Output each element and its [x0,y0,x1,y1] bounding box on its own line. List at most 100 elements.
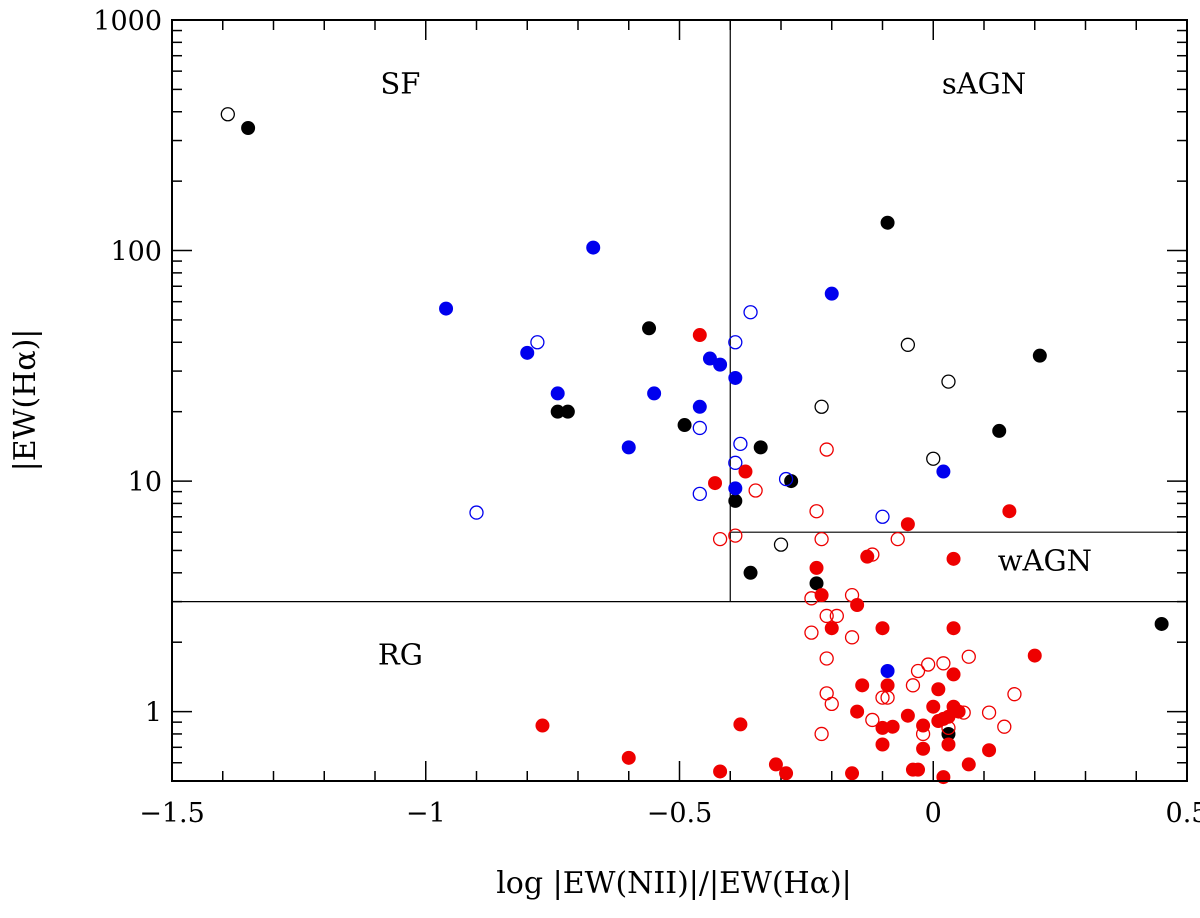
data-point [692,399,707,414]
data-point [885,719,900,734]
data-point [982,743,997,758]
data-point [713,357,728,372]
data-point [733,436,748,452]
data-point [647,386,662,401]
data-point [773,537,789,552]
data-point [1007,687,1022,702]
data-point [728,370,743,385]
data-point [931,682,946,697]
data-point [1154,616,1169,631]
data-point [997,719,1012,734]
data-point [992,423,1007,438]
region-labels: SF sAGN wAGN RG [378,66,1092,671]
data-point [850,704,865,719]
data-point [738,464,753,479]
data-point [642,321,657,336]
data-point [814,399,829,414]
axis-ticks [171,19,1188,782]
data-point [692,328,707,343]
data-point [941,374,956,389]
data-point [981,705,997,720]
data-point [560,404,575,419]
data-point [844,587,860,603]
data-point [936,656,951,671]
data-point [804,591,819,606]
x-tick-label: 0 [925,798,942,829]
data-point [946,667,961,682]
data-point [520,345,535,360]
data-point [900,517,915,532]
data-point [713,764,728,779]
data-point [621,440,636,455]
data-point [241,121,256,136]
data-point [621,750,636,765]
data-point [1002,504,1017,519]
data-point [728,335,743,350]
data-point [708,476,723,491]
region-label: SF [380,66,420,100]
data-point [728,455,743,470]
data-point [748,483,763,498]
data-point [728,481,743,496]
data-point [845,766,860,781]
data-point [728,493,743,508]
data-point [900,337,916,352]
data-point [951,704,966,719]
data-point [875,690,890,705]
data-point [814,726,829,742]
data-point [768,757,783,772]
data-point [961,757,976,772]
data-point [824,286,839,301]
region-label: RG [378,638,423,672]
data-point [535,718,550,733]
data-point [926,699,941,714]
data-point [926,451,941,466]
data-point [814,531,829,547]
data-point [844,630,860,645]
data-point [728,528,743,543]
data-point [753,440,768,455]
data-point [855,678,870,693]
region-label: wAGN [998,543,1092,577]
data-point [865,712,880,728]
data-point [778,471,794,487]
data-point [900,708,915,723]
data-point [915,726,931,742]
data-point [804,625,819,640]
data-points [220,107,1169,785]
y-tick-label: 10 [128,467,162,498]
x-tick-label: −1.5 [139,798,205,829]
data-point [941,737,956,752]
y-tick-label: 100 [110,237,162,268]
data-point [956,705,971,720]
data-point [809,576,824,591]
data-point [743,305,758,320]
data-point [936,464,951,479]
data-point [733,717,748,732]
data-point [880,678,895,693]
y-axis-label: |EW(Hα)| [8,329,43,472]
data-point [824,621,839,636]
data-point [946,621,961,636]
data-point [824,696,839,712]
data-point [961,649,976,664]
data-point [905,762,920,777]
data-point [1027,648,1042,663]
data-point [829,608,844,624]
data-point [530,335,545,350]
data-point [702,351,717,366]
y-tick-label: 1000 [93,6,162,37]
data-point [809,504,824,519]
data-point [875,737,890,752]
x-tick-label: −1 [406,798,446,829]
region-label: sAGN [942,66,1026,100]
data-point [809,560,824,575]
data-point [677,418,692,433]
data-point [890,531,905,547]
y-tick-label: 1 [145,698,162,729]
data-point [875,509,890,524]
data-point [910,663,926,679]
data-point [875,621,890,636]
region-dividers [172,20,1187,603]
